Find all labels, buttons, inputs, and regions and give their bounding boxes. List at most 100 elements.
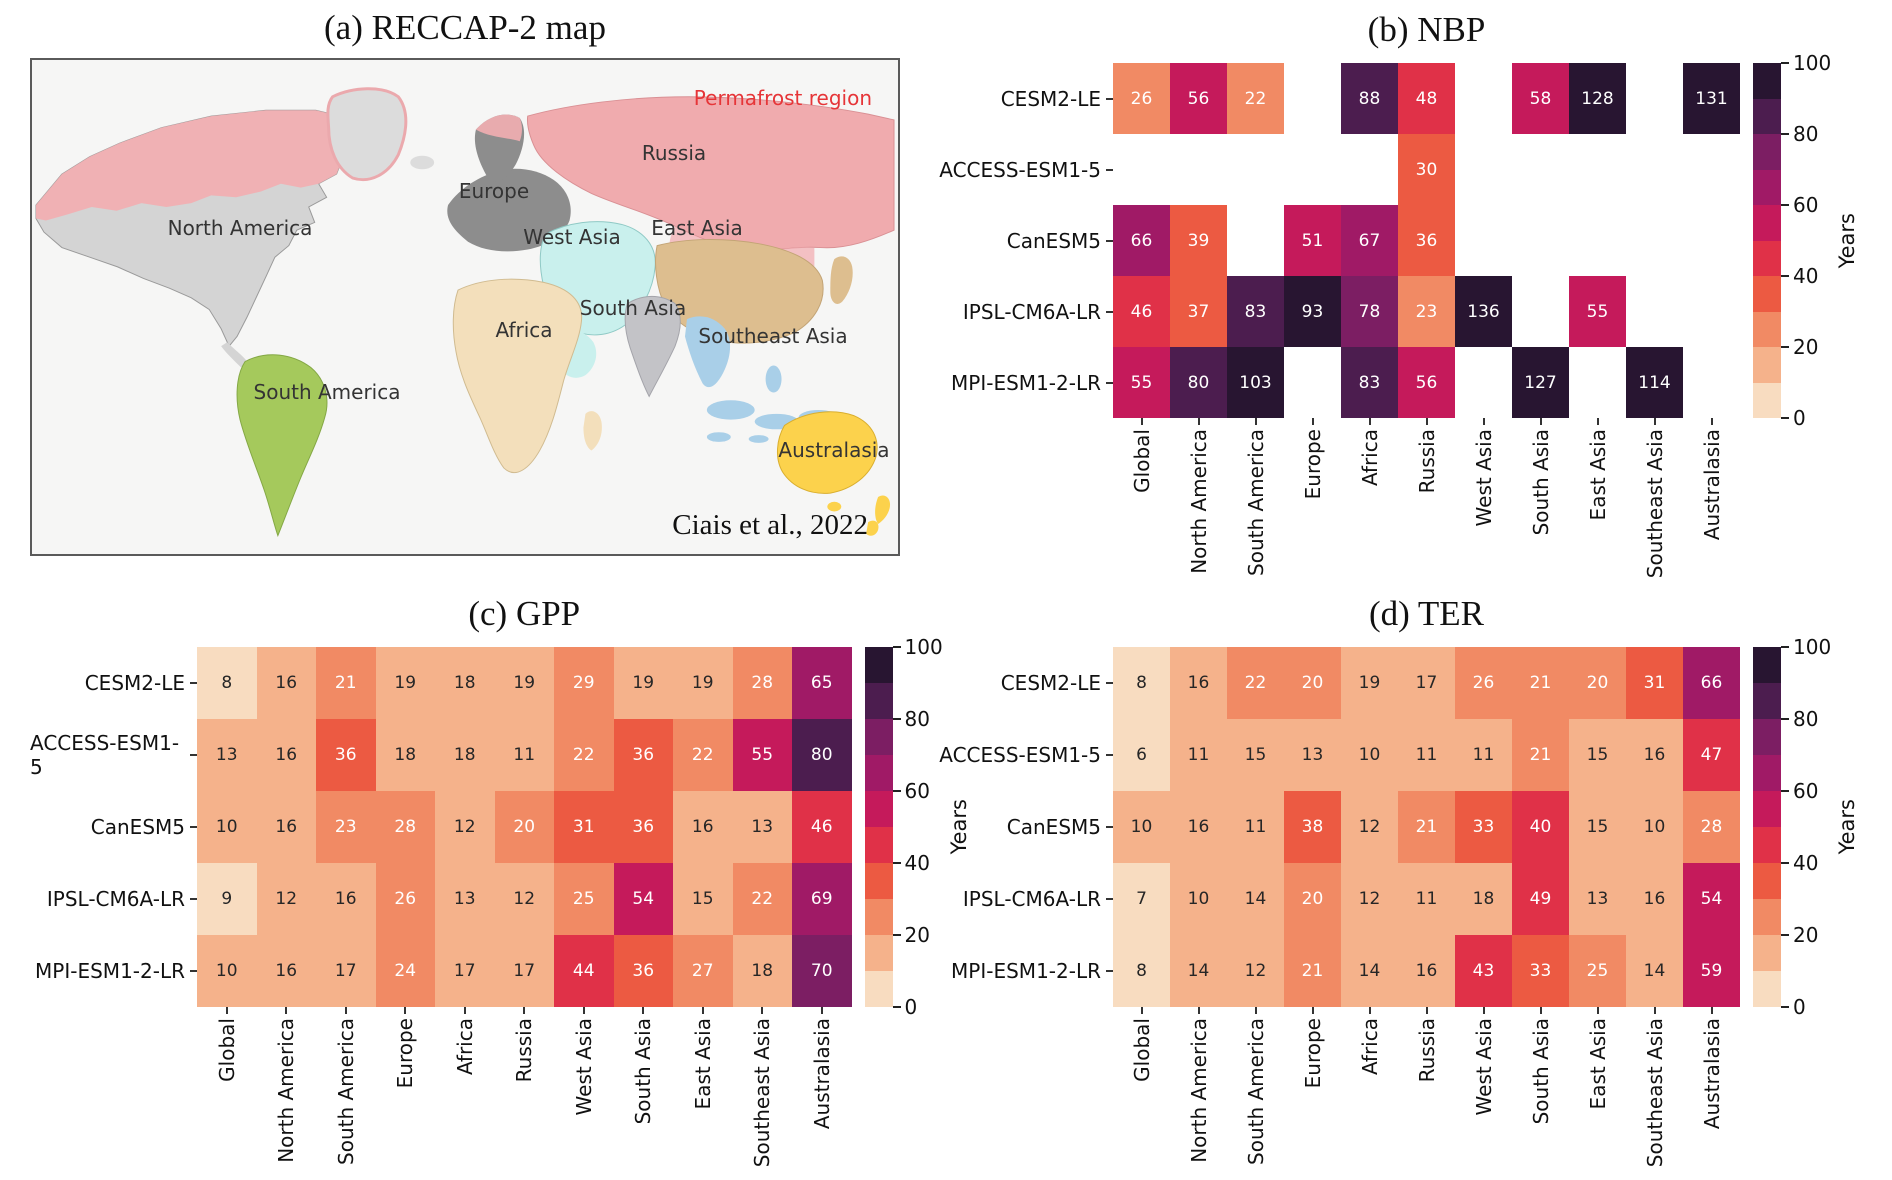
heatmap-cell: 58 [1512, 63, 1569, 134]
heatmap-cell: 12 [435, 791, 495, 863]
colorbar-segment [1753, 205, 1781, 241]
heatmap-cell-empty [1683, 134, 1740, 205]
column-label: East Asia [1569, 1007, 1626, 1167]
row-label: IPSL-CM6A-LR [30, 863, 197, 935]
permafrost-legend: Permafrost region [693, 86, 872, 110]
heatmap-cell: 70 [792, 935, 852, 1007]
heatmap-cell-empty [1455, 63, 1512, 134]
heatmap-cell: 55 [1569, 276, 1626, 347]
colorbar-segment [1753, 169, 1781, 205]
heatmap-cell: 14 [1626, 935, 1683, 1007]
heatmap-cell: 8 [197, 647, 257, 719]
heatmap-grid: 8 16 21 19 18 19 29 19 19 28 65 13 16 36 18 18 11 22 36 22 5… [197, 647, 852, 1007]
heatmap-cell: 56 [1170, 63, 1227, 134]
colorbar-tick: 40 [1781, 264, 1818, 288]
heatmap-cell: 8 [1113, 647, 1170, 719]
heatmap-cell: 48 [1398, 63, 1455, 134]
column-label: Global [1113, 1007, 1170, 1167]
heatmap-cell: 12 [1341, 791, 1398, 863]
colorbar-segment [864, 863, 893, 899]
heatmap-cell: 16 [1170, 791, 1227, 863]
heatmap-cell: 10 [1170, 863, 1227, 935]
column-label: South Asia [1512, 418, 1569, 578]
column-label: Africa [1341, 418, 1398, 578]
region-philippines [765, 365, 782, 393]
colorbar-segment [864, 899, 893, 935]
row-label: MPI-ESM1-2-LR [938, 935, 1113, 1007]
heatmap-cell-empty [1113, 134, 1170, 205]
heatmap-cell-empty [1227, 205, 1284, 276]
colorbar-segment [1753, 240, 1781, 276]
heatmap-cell-empty [1512, 276, 1569, 347]
heatmap-cell: 15 [1569, 719, 1626, 791]
row-labels: CESM2-LE ACCESS-ESM1-5 CanESM5 IPSL-CM6A-LR… [938, 647, 1113, 1007]
heatmap-cell-empty [1284, 347, 1341, 418]
heatmap-cell-empty [1455, 205, 1512, 276]
heatmap-cell: 6 [1113, 719, 1170, 791]
heatmap-cell: 16 [1398, 935, 1455, 1007]
row-label: ACCESS-ESM1-5 [30, 719, 197, 791]
heatmap-cell: 28 [732, 647, 792, 719]
heatmap-cell: 25 [1569, 935, 1626, 1007]
colorbar-gradient [1753, 647, 1781, 1007]
heatmap-cell-empty [1512, 134, 1569, 205]
heatmap-cell: 39 [1170, 205, 1227, 276]
column-label: Australasia [1683, 1007, 1740, 1167]
heatmap-cell: 44 [554, 935, 614, 1007]
heatmap-cell: 11 [1455, 719, 1512, 791]
heatmap-cell: 83 [1227, 276, 1284, 347]
heatmap-cell: 12 [1341, 863, 1398, 935]
heatmap-cell: 28 [375, 791, 435, 863]
column-labels: Global North America South America Europe Af… [1113, 418, 1859, 578]
heatmap-cell: 21 [1398, 791, 1455, 863]
panel-ter-heatmap: (d) TER CESM2-LE ACCESS-ESM1-5 CanESM5 IPSL… [938, 592, 1859, 1167]
heatmap-cell: 20 [1569, 647, 1626, 719]
colorbar-segment [864, 791, 893, 827]
heatmap-cell: 13 [197, 719, 257, 791]
column-label: Australasia [792, 1007, 852, 1167]
column-label: Africa [1341, 1007, 1398, 1167]
panel-title: (d) TER [1368, 594, 1485, 633]
colorbar-segment [1753, 134, 1781, 170]
colorbar-segment [864, 647, 893, 683]
heatmap-cell: 21 [1284, 935, 1341, 1007]
colorbar-segment [1753, 755, 1781, 791]
world-map-svg [35, 87, 895, 538]
column-label: Southeast Asia [1626, 418, 1683, 578]
colorbar-ticks: 0 20 40 60 80 100 [892, 635, 945, 1019]
heatmap-cell-empty [1626, 205, 1683, 276]
heatmap-cell: 16 [256, 791, 316, 863]
panel-title: (b) NBP [1367, 10, 1486, 49]
colorbar-tick: 100 [1781, 51, 1831, 75]
heatmap-cell: 19 [494, 647, 554, 719]
heatmap-cell: 18 [435, 719, 495, 791]
column-labels: Global North America South America Europe Af… [1113, 1007, 1859, 1167]
heatmap-cell-empty [1284, 63, 1341, 134]
colorbar-ticks: 0 20 40 60 80 100 [1781, 51, 1833, 430]
heatmap-cell-empty [1455, 134, 1512, 205]
region-tasmania [827, 501, 842, 512]
heatmap-cell: 20 [1284, 863, 1341, 935]
heatmap-cell-empty [1569, 347, 1626, 418]
heatmap-cell: 10 [1113, 791, 1170, 863]
heatmap-cell: 43 [1455, 935, 1512, 1007]
heatmap-cell: 22 [554, 719, 614, 791]
heatmap-cell: 11 [1398, 719, 1455, 791]
heatmap-cell: 19 [673, 647, 733, 719]
heatmap-cell-empty [1227, 134, 1284, 205]
heatmap-cell-empty [1626, 134, 1683, 205]
heatmap-cell: 36 [613, 791, 673, 863]
column-label: West Asia [1455, 1007, 1512, 1167]
colorbar-tick: 80 [1781, 707, 1818, 731]
region-greenland [326, 87, 408, 181]
permafrost-overlay-north-america [35, 110, 361, 221]
colorbar-segment [1753, 683, 1781, 719]
colorbar-segment [1753, 647, 1781, 683]
column-label: West Asia [554, 1007, 614, 1167]
heatmap-cell: 33 [1512, 935, 1569, 1007]
row-label: CanESM5 [938, 791, 1113, 863]
heatmap-cell: 22 [1227, 647, 1284, 719]
column-label: North America [1170, 418, 1227, 578]
heatmap-cell-empty [1569, 134, 1626, 205]
